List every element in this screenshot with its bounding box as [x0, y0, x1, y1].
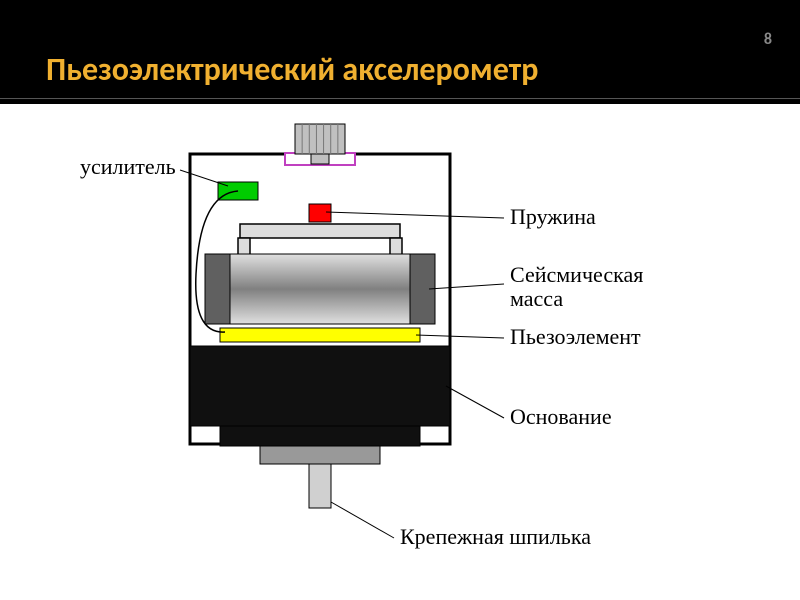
- svg-text:усилитель: усилитель: [80, 154, 176, 179]
- slide-header: Пьезоэлектрический акселерометр 8: [0, 0, 800, 104]
- svg-text:Крепежная шпилька: Крепежная шпилька: [400, 524, 591, 549]
- svg-text:Основание: Основание: [510, 404, 612, 429]
- svg-text:Пружина: Пружина: [510, 204, 596, 229]
- page-number: 8: [764, 30, 772, 49]
- header-rule: [0, 98, 800, 99]
- diagram-area: усилитель Пружина Сейсмическаямасса Пьезоэл…: [0, 104, 800, 600]
- svg-text:Сейсмическая: Сейсмическая: [510, 262, 643, 287]
- accelerometer-diagram: усилитель Пружина Сейсмическаямасса Пьезоэл…: [0, 104, 800, 600]
- svg-text:Пьезоэлемент: Пьезоэлемент: [510, 324, 641, 349]
- slide-title: Пьезоэлектрический акселерометр: [46, 50, 538, 89]
- svg-text:масса: масса: [510, 286, 563, 311]
